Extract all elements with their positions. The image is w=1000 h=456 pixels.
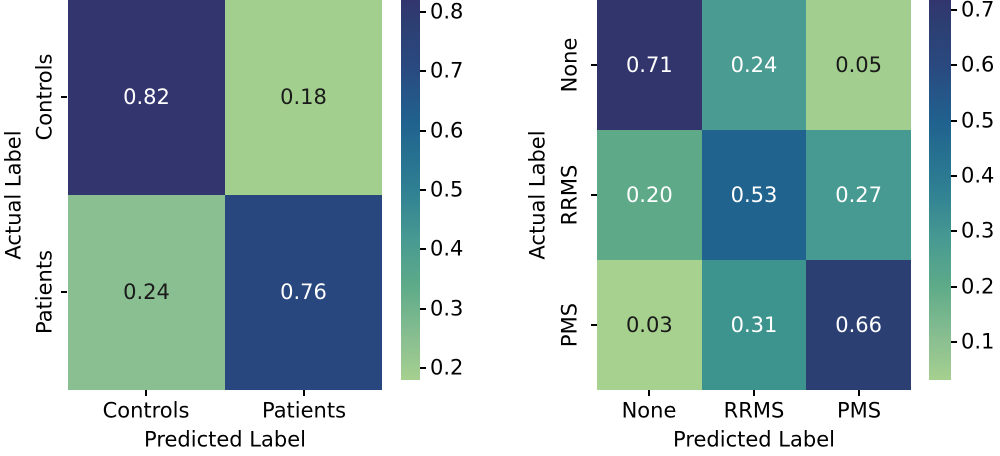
tick-mark (858, 390, 860, 396)
tick-mark (951, 230, 957, 232)
heatmap-cell-r1c2: 0.27 (806, 130, 911, 260)
tick-mark (303, 390, 305, 396)
col-tick-label-controls: Controls (102, 398, 190, 423)
tick-mark (61, 96, 67, 98)
tick-mark (420, 70, 426, 72)
tick-mark (591, 194, 597, 196)
row-tick-label-rrms: RRMS (557, 164, 582, 226)
tick-mark (951, 9, 957, 11)
heatmap-cell-r2c1: 0.31 (701, 260, 807, 390)
y-axis-label: Actual Label (525, 130, 550, 260)
tick-mark (420, 367, 426, 369)
y-axis-label: Actual Label (1, 130, 26, 260)
colorbar-tick-label: 0.3 (961, 218, 995, 243)
colorbar-tick-label: 0.4 (961, 163, 995, 188)
colorbar-tick-label: 0.1 (961, 329, 995, 354)
tick-mark (951, 120, 957, 122)
heatmap-cell-r0c1: 0.18 (225, 0, 382, 195)
colorbar-tick-label: 0.7 (430, 58, 464, 83)
heatmap-cell-r0c1: 0.24 (701, 0, 807, 130)
colorbar-tick-label: 0.2 (430, 355, 464, 380)
heatmap-cell-r0c2: 0.05 (806, 0, 911, 130)
colorbar-left (401, 0, 420, 380)
tick-mark (648, 390, 650, 396)
colorbar-tick-label: 0.6 (430, 118, 464, 143)
col-tick-label-pms: PMS (836, 398, 882, 423)
heatmap-cell-r1c1: 0.76 (225, 195, 382, 390)
tick-mark (591, 324, 597, 326)
heatmap-cell-r0c0: 0.71 (597, 0, 702, 130)
row-tick-label-patients: Patients (32, 249, 57, 335)
tick-mark (753, 390, 755, 396)
colorbar-right (929, 0, 951, 380)
heatmap-cell-r2c2: 0.66 (806, 260, 911, 390)
tick-mark (951, 341, 957, 343)
col-tick-label-patients: Patients (261, 398, 347, 423)
tick-mark (420, 308, 426, 310)
tick-mark (420, 11, 426, 13)
tick-mark (420, 130, 426, 132)
colorbar-tick-label: 0.6 (961, 52, 995, 77)
heatmap-cell-r1c0: 0.24 (68, 195, 225, 390)
tick-mark (951, 286, 957, 288)
x-axis-label: Predicted Label (673, 427, 835, 452)
tick-mark (951, 175, 957, 177)
x-axis-label: Predicted Label (144, 427, 306, 452)
col-tick-label-none: None (621, 398, 677, 423)
colorbar-tick-label: 0.2 (961, 274, 995, 299)
colorbar-tick-label: 0.7 (961, 0, 995, 22)
heatmap-grid-left: 0.82 0.18 0.24 0.76 (68, 0, 382, 390)
colorbar-tick-label: 0.4 (430, 236, 464, 261)
tick-mark (951, 64, 957, 66)
colorbar-tick-label: 0.5 (961, 108, 995, 133)
colorbar-tick-label: 0.5 (430, 177, 464, 202)
col-tick-label-rrms: RRMS (723, 398, 785, 423)
heatmap-grid-right: 0.71 0.24 0.05 0.20 0.53 0.27 0.03 0.31 … (597, 0, 911, 390)
tick-mark (420, 189, 426, 191)
tick-mark (420, 248, 426, 250)
row-tick-label-controls: Controls (32, 53, 57, 141)
row-tick-label-pms: PMS (557, 302, 582, 348)
tick-mark (61, 291, 67, 293)
heatmap-cell-r0c0: 0.82 (68, 0, 225, 195)
colorbar-tick-label: 0.8 (430, 0, 464, 24)
row-tick-label-none: None (557, 37, 582, 93)
colorbar-tick-label: 0.3 (430, 296, 464, 321)
heatmap-cell-r1c1: 0.53 (701, 130, 807, 260)
heatmap-cell-r2c0: 0.03 (597, 260, 702, 390)
heatmap-cell-r1c0: 0.20 (597, 130, 702, 260)
tick-mark (145, 390, 147, 396)
tick-mark (591, 64, 597, 66)
